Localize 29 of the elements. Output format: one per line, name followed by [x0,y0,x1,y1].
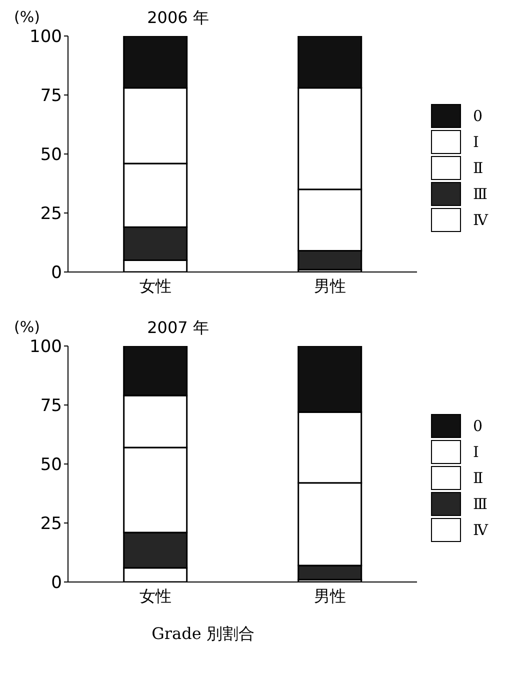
y-tick-label: 25 [40,204,62,224]
legend-label: Ⅱ [473,469,484,487]
y-tick-label: 100 [30,27,62,48]
y-axis-title: (%) [14,8,40,26]
chart-title: 2006 年 [147,8,209,27]
legend-label: Ⅰ [473,133,479,151]
text: Grade 別割合 [150,624,256,645]
y-tick-label: 50 [40,455,62,476]
legend-label: Ⅲ [473,185,488,203]
x-tick-label: 男性 [314,276,346,296]
x-tick-label: 女性 [139,586,172,606]
y-tick-label: 0 [51,263,62,284]
y-tick-label: 75 [40,86,62,106]
legend-label: Ⅳ [473,521,488,539]
y-tick-label: 0 [51,573,62,594]
x-tick-label: 女性 [139,276,172,296]
y-tick-label: 75 [40,396,62,416]
y-axis-title: (%) [14,318,40,336]
y-tick-label: 25 [40,514,62,534]
chart-title: 2007 年 [147,318,209,337]
legend-label: 0 [473,107,483,125]
y-tick-label: 100 [30,337,62,358]
legend-label: 0 [473,417,483,435]
x-tick-label: 男性 [314,586,346,606]
legend-label: Ⅲ [473,495,488,513]
legend-label: Ⅰ [473,443,479,461]
legend-label: Ⅳ [473,211,488,229]
y-tick-label: 50 [40,145,62,166]
legend-label: Ⅱ [473,159,484,177]
